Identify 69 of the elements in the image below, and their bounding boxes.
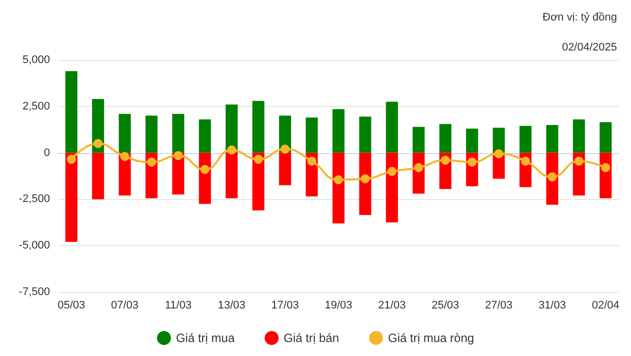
point	[307, 156, 316, 166]
x-tick-label: 19/03	[324, 300, 352, 312]
y-tick-label: -2,500	[18, 193, 50, 206]
x-tick-label: 25/03	[432, 300, 460, 312]
x-tick-label: 17/03	[271, 300, 299, 312]
bar	[92, 152, 104, 200]
bar	[466, 128, 478, 153]
bar	[332, 109, 345, 153]
legend-label: Giá trị bán	[284, 331, 340, 345]
bar	[172, 114, 184, 153]
point	[468, 158, 477, 167]
bar	[546, 124, 558, 153]
bar	[386, 152, 398, 222]
point	[147, 158, 156, 167]
point	[227, 146, 236, 155]
x-tick-label: 07/03	[111, 300, 139, 312]
point	[548, 172, 557, 182]
x-tick-label: 27/03	[485, 300, 513, 312]
bar	[386, 102, 398, 153]
bar	[600, 122, 612, 153]
bar	[412, 126, 425, 153]
bar	[572, 119, 585, 153]
bar	[332, 152, 345, 224]
y-tick-label: -7,500	[18, 286, 50, 298]
y-tick-label: -5,000	[18, 240, 50, 252]
text: 02/04/2025	[562, 42, 618, 54]
x-tick-label: 11/03	[164, 300, 192, 312]
bar	[226, 152, 238, 198]
text: Đơn vị: tỷ đồng	[542, 12, 618, 24]
point	[440, 156, 450, 165]
bar	[359, 152, 372, 215]
x-tick-label: 31/03	[538, 300, 566, 312]
point	[387, 166, 396, 176]
bar	[252, 152, 264, 210]
bar	[519, 126, 532, 153]
point	[574, 156, 584, 166]
point	[280, 144, 290, 154]
legend-label: Giá trị mua ròng	[388, 331, 474, 345]
point	[360, 174, 370, 184]
bar	[359, 116, 372, 153]
point	[521, 156, 530, 166]
bar	[306, 118, 318, 153]
point	[66, 154, 76, 164]
y-tick-label: 5,000	[22, 54, 50, 66]
y-tick-label: 0	[44, 146, 50, 159]
bar	[252, 100, 264, 153]
bar	[118, 114, 131, 153]
bar	[439, 124, 452, 153]
point	[94, 139, 103, 148]
y-tick-label: 2,500	[22, 100, 50, 112]
bar	[492, 128, 505, 153]
x-tick-label: 21/03	[378, 300, 406, 312]
point	[414, 163, 424, 172]
point	[254, 154, 263, 164]
bar	[65, 152, 78, 242]
point	[120, 152, 130, 162]
point	[601, 163, 610, 172]
point	[334, 175, 343, 184]
point	[200, 165, 210, 174]
legend-label: Giá trị mua	[176, 331, 235, 345]
point	[174, 151, 183, 160]
bar	[198, 119, 211, 153]
x-tick-label: 05/03	[58, 300, 86, 312]
bar	[279, 152, 292, 186]
point	[494, 149, 504, 158]
bar	[65, 71, 78, 153]
x-tick-label: 02/04	[592, 300, 620, 312]
bar	[145, 116, 158, 153]
x-tick-label: 13/03	[218, 300, 246, 312]
